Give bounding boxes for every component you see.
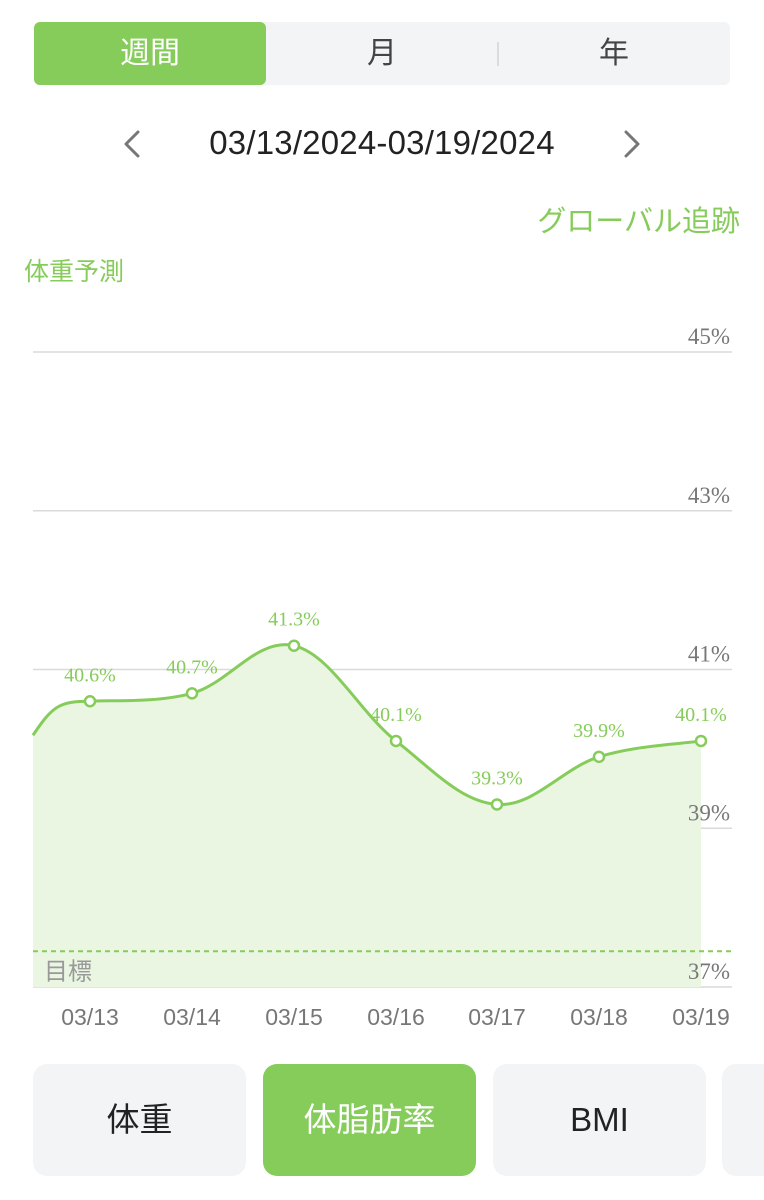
weight-forecast-label[interactable]: 体重予測 (24, 257, 125, 286)
data-labels: 40.6% 40.7% 41.3% 40.1% 39.3% 39.9% 40.1% (64, 609, 727, 790)
y-tick-label: 45% (688, 324, 730, 349)
data-label: 40.6% (64, 664, 116, 686)
y-tick-label: 37% (688, 959, 730, 984)
data-point (592, 750, 606, 764)
x-tick-label: 03/17 (468, 1004, 526, 1030)
chevron-left-icon[interactable] (112, 124, 152, 164)
area-fill (33, 644, 701, 987)
x-tick-label: 03/14 (163, 1004, 221, 1030)
data-label: 40.1% (370, 704, 422, 726)
x-tick-label: 03/15 (265, 1004, 323, 1030)
segment-divider (497, 42, 499, 66)
x-axis-labels: 03/13 03/14 03/15 03/16 03/17 03/18 03/19 (61, 1004, 730, 1030)
x-tick-label: 03/13 (61, 1004, 119, 1030)
period-segmented-control: 週間 月 年 (34, 22, 730, 85)
data-point (287, 639, 301, 652)
metric-tab-bmi[interactable]: BMI (493, 1064, 706, 1176)
data-label: 40.1% (675, 704, 727, 726)
date-range-label: 03/13/2024-03/19/2024 (209, 124, 555, 161)
y-axis-labels: 45% 43% 41% 39% 37% (688, 324, 730, 984)
y-tick-label: 39% (688, 800, 730, 825)
date-navigation: 03/13/2024-03/19/2024 (0, 118, 764, 172)
target-label: 目標 (44, 957, 92, 985)
metric-tab-more[interactable] (722, 1064, 764, 1176)
global-tracking-link[interactable]: グローバル追跡 (537, 204, 740, 238)
body-fat-chart: 目標 45% 43% 41% 39% 37% 40.6% 40.7% 41.3% 40.1% 3… (31, 324, 732, 1030)
data-label: 40.7% (166, 656, 218, 678)
x-tick-label: 03/19 (672, 1004, 730, 1030)
metric-tab-body-fat[interactable]: 体脂肪率 (263, 1064, 476, 1176)
tab-year[interactable]: 年 (599, 36, 629, 71)
data-label: 41.3% (268, 609, 320, 631)
tab-week[interactable]: 週間 (34, 22, 266, 85)
x-tick-label: 03/18 (570, 1004, 628, 1030)
data-point (490, 798, 504, 811)
data-point (83, 695, 97, 708)
data-label: 39.3% (471, 767, 523, 789)
y-tick-label: 43% (688, 483, 730, 508)
tab-month[interactable]: 月 (367, 36, 397, 71)
data-point (694, 734, 708, 748)
metric-tab-weight[interactable]: 体重 (33, 1064, 246, 1176)
data-label: 39.9% (573, 720, 625, 742)
data-point (185, 687, 199, 700)
data-points (83, 639, 708, 811)
series-line (31, 643, 702, 806)
y-tick-label: 41% (688, 642, 730, 667)
chevron-right-icon[interactable] (612, 124, 652, 164)
x-tick-label: 03/16 (367, 1004, 425, 1030)
data-point (389, 734, 403, 748)
